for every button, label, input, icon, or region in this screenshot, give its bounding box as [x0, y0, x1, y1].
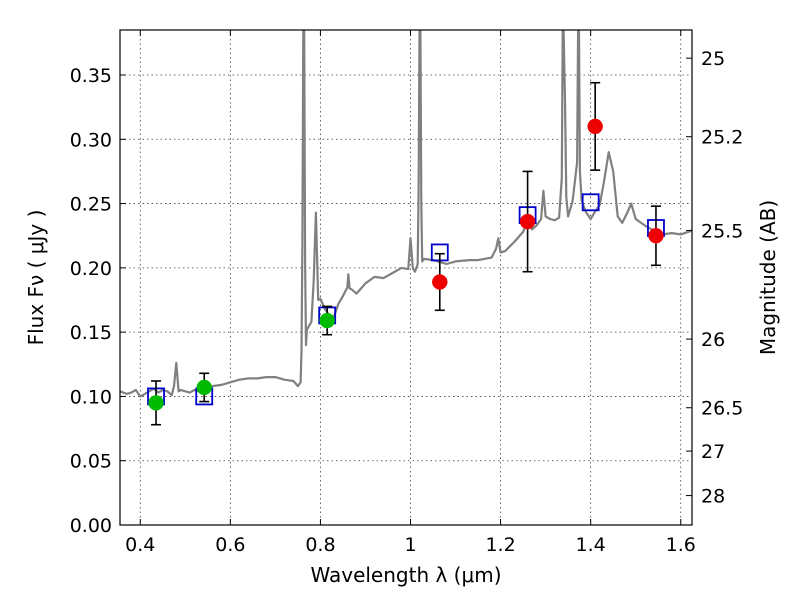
y2-tick-label: 25: [701, 48, 725, 70]
y2-tick-label: 25.5: [701, 220, 743, 242]
y2-tick-label: 27: [701, 441, 725, 463]
x-tick-label: 1: [404, 534, 416, 556]
x-tick-label: 1.6: [666, 534, 696, 556]
x-tick-label: 1.2: [485, 534, 515, 556]
y-tick-label: 0.10: [70, 386, 112, 408]
nir-detection-point: [587, 118, 603, 135]
optical-detection-point: [319, 312, 335, 329]
x-tick-label: 0.6: [215, 534, 245, 556]
x-tick-label: 1.4: [576, 534, 606, 556]
nir-detection-point: [519, 213, 536, 230]
optical-detection-point: [196, 379, 212, 396]
y-tick-label: 0.15: [70, 322, 112, 344]
optical-detection-point: [148, 395, 164, 411]
y-tick-label: 0.35: [70, 65, 112, 87]
nir-detection-point: [432, 274, 448, 290]
y-tick-label: 0.00: [70, 515, 112, 537]
y-tick-label: 0.30: [70, 129, 112, 151]
y2-axis-label: Magnitude (AB): [756, 200, 780, 355]
y-tick-label: 0.05: [70, 451, 112, 473]
y2-tick-label: 26.5: [701, 398, 743, 420]
y2-tick-label: 28: [701, 486, 725, 508]
nir-detection-point: [648, 227, 664, 244]
y-tick-label: 0.25: [70, 194, 112, 216]
grid: [120, 30, 692, 526]
x-tick-label: 0.8: [305, 534, 335, 556]
y-axis-label: Flux Fν ( μJy ): [24, 210, 48, 346]
model-spectrum-line: [120, 30, 692, 398]
x-axis-label: Wavelength λ (μm): [310, 563, 501, 587]
model-spectrum-layer: [120, 30, 692, 398]
model-photometry-square: [581, 193, 600, 212]
y-tick-label: 0.20: [70, 258, 112, 280]
x-tick-label: 0.4: [125, 534, 155, 556]
markers-layer: [147, 81, 665, 426]
plot-frame: [119, 29, 693, 526]
axis-ticks: 0.4 0.6 0.8 1 1.2 1.4 1.6 0.00 0.05 0.10 0.15 0.20 0…: [70, 30, 743, 556]
y2-tick-label: 26: [701, 329, 725, 351]
y2-tick-label: 25.2: [701, 127, 743, 149]
